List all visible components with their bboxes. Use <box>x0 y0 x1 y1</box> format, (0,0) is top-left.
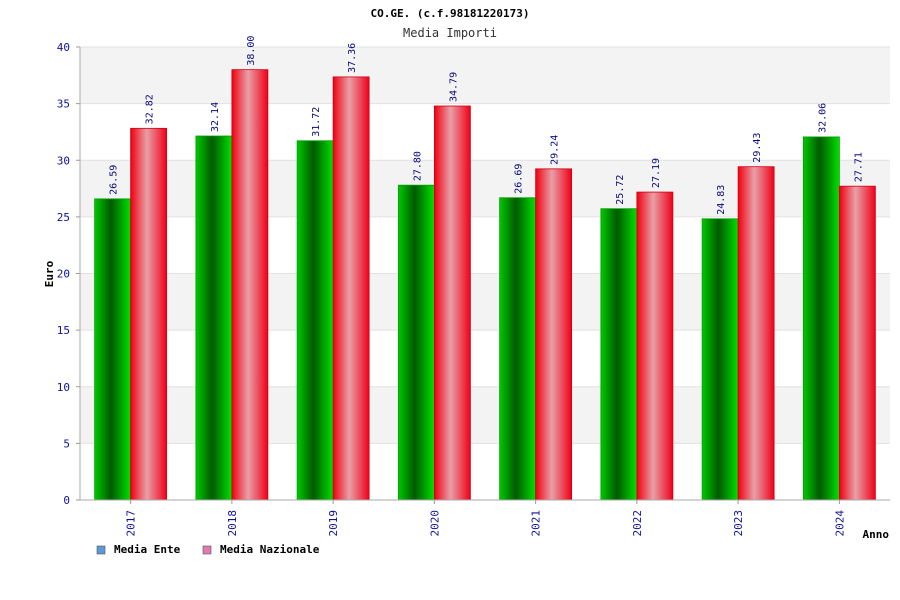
x-tick-label: 2021 <box>530 510 543 537</box>
value-label: 38.00 <box>246 36 257 66</box>
y-tick-label: 0 <box>63 494 70 507</box>
value-label: 34.79 <box>448 72 459 102</box>
value-label: 25.72 <box>615 175 626 205</box>
bar-media-nazionale-2024 <box>838 185 876 501</box>
bar-media-nazionale-2022 <box>636 191 674 501</box>
bar-media-nazionale-2023 <box>737 166 775 501</box>
value-label: 27.80 <box>412 151 423 181</box>
bar-media-ente-2017 <box>94 198 132 501</box>
bar-media-nazionale-2018 <box>231 69 269 501</box>
y-tick-label: 5 <box>63 437 70 450</box>
bar-media-nazionale-2021 <box>535 168 573 501</box>
value-label: 31.72 <box>311 107 322 137</box>
value-label: 24.83 <box>716 185 727 215</box>
bar-media-ente-2019 <box>296 140 334 501</box>
bar-media-ente-2023 <box>701 218 739 501</box>
x-tick-label: 2023 <box>732 510 745 537</box>
value-label: 32.06 <box>817 103 828 133</box>
value-label: 26.59 <box>109 165 120 195</box>
bar-media-ente-2024 <box>802 136 840 501</box>
x-tick-label: 2020 <box>428 510 441 537</box>
value-labels: 26.59 32.82 32.14 38.00 31.72 37.36 27.80 34.79… <box>109 36 865 215</box>
y-tick-label: 10 <box>57 381 70 394</box>
value-label: 32.82 <box>145 94 156 124</box>
bar-media-nazionale-2017 <box>130 127 168 501</box>
bar-media-ente-2022 <box>600 208 638 501</box>
y-tick-label: 15 <box>57 324 70 337</box>
value-label: 26.69 <box>514 164 525 194</box>
legend: Media Ente Media Nazionale <box>96 543 320 556</box>
y-tick-label: 40 <box>57 41 70 54</box>
value-label: 27.19 <box>651 158 662 188</box>
bar-media-ente-2018 <box>195 135 233 501</box>
value-label: 29.24 <box>550 135 561 165</box>
bar-media-ente-2021 <box>499 197 537 501</box>
x-tick-label: 2017 <box>125 510 138 537</box>
legend-label-media-nazionale: Media Nazionale <box>220 543 320 556</box>
y-tick-label: 30 <box>57 154 70 167</box>
x-tick-label: 2022 <box>631 510 644 537</box>
y-tick-label: 35 <box>57 98 70 111</box>
x-tick-label: 2018 <box>226 510 239 537</box>
value-label: 29.43 <box>752 133 763 163</box>
value-label: 32.14 <box>210 102 221 132</box>
bar-media-nazionale-2020 <box>433 105 471 501</box>
value-label: 37.36 <box>347 43 358 73</box>
bar-media-nazionale-2019 <box>332 76 370 501</box>
chart-subtitle: Media Importi <box>403 26 497 40</box>
legend-swatch-media-nazionale <box>202 545 212 555</box>
bars <box>94 69 876 501</box>
y-tick-label: 20 <box>57 268 70 281</box>
legend-label-media-ente: Media Ente <box>114 543 181 556</box>
y-tick-label: 25 <box>57 211 70 224</box>
legend-swatch-media-ente <box>96 545 106 555</box>
x-tick-label: 2019 <box>327 510 340 537</box>
x-tick-label: 2024 <box>833 510 846 537</box>
x-axis-ticks: 2017 2018 2019 2020 2021 2022 2023 2024 <box>125 500 846 537</box>
grid-band <box>80 47 890 104</box>
y-axis-ticks: 0 5 10 15 20 25 30 35 40 <box>57 41 80 507</box>
chart-title: CO.GE. (c.f.98181220173) <box>371 7 530 20</box>
value-label: 27.71 <box>853 152 864 182</box>
bar-media-ente-2020 <box>397 184 435 501</box>
x-axis-label: Anno <box>863 528 890 541</box>
y-axis-label: Euro <box>43 260 56 287</box>
